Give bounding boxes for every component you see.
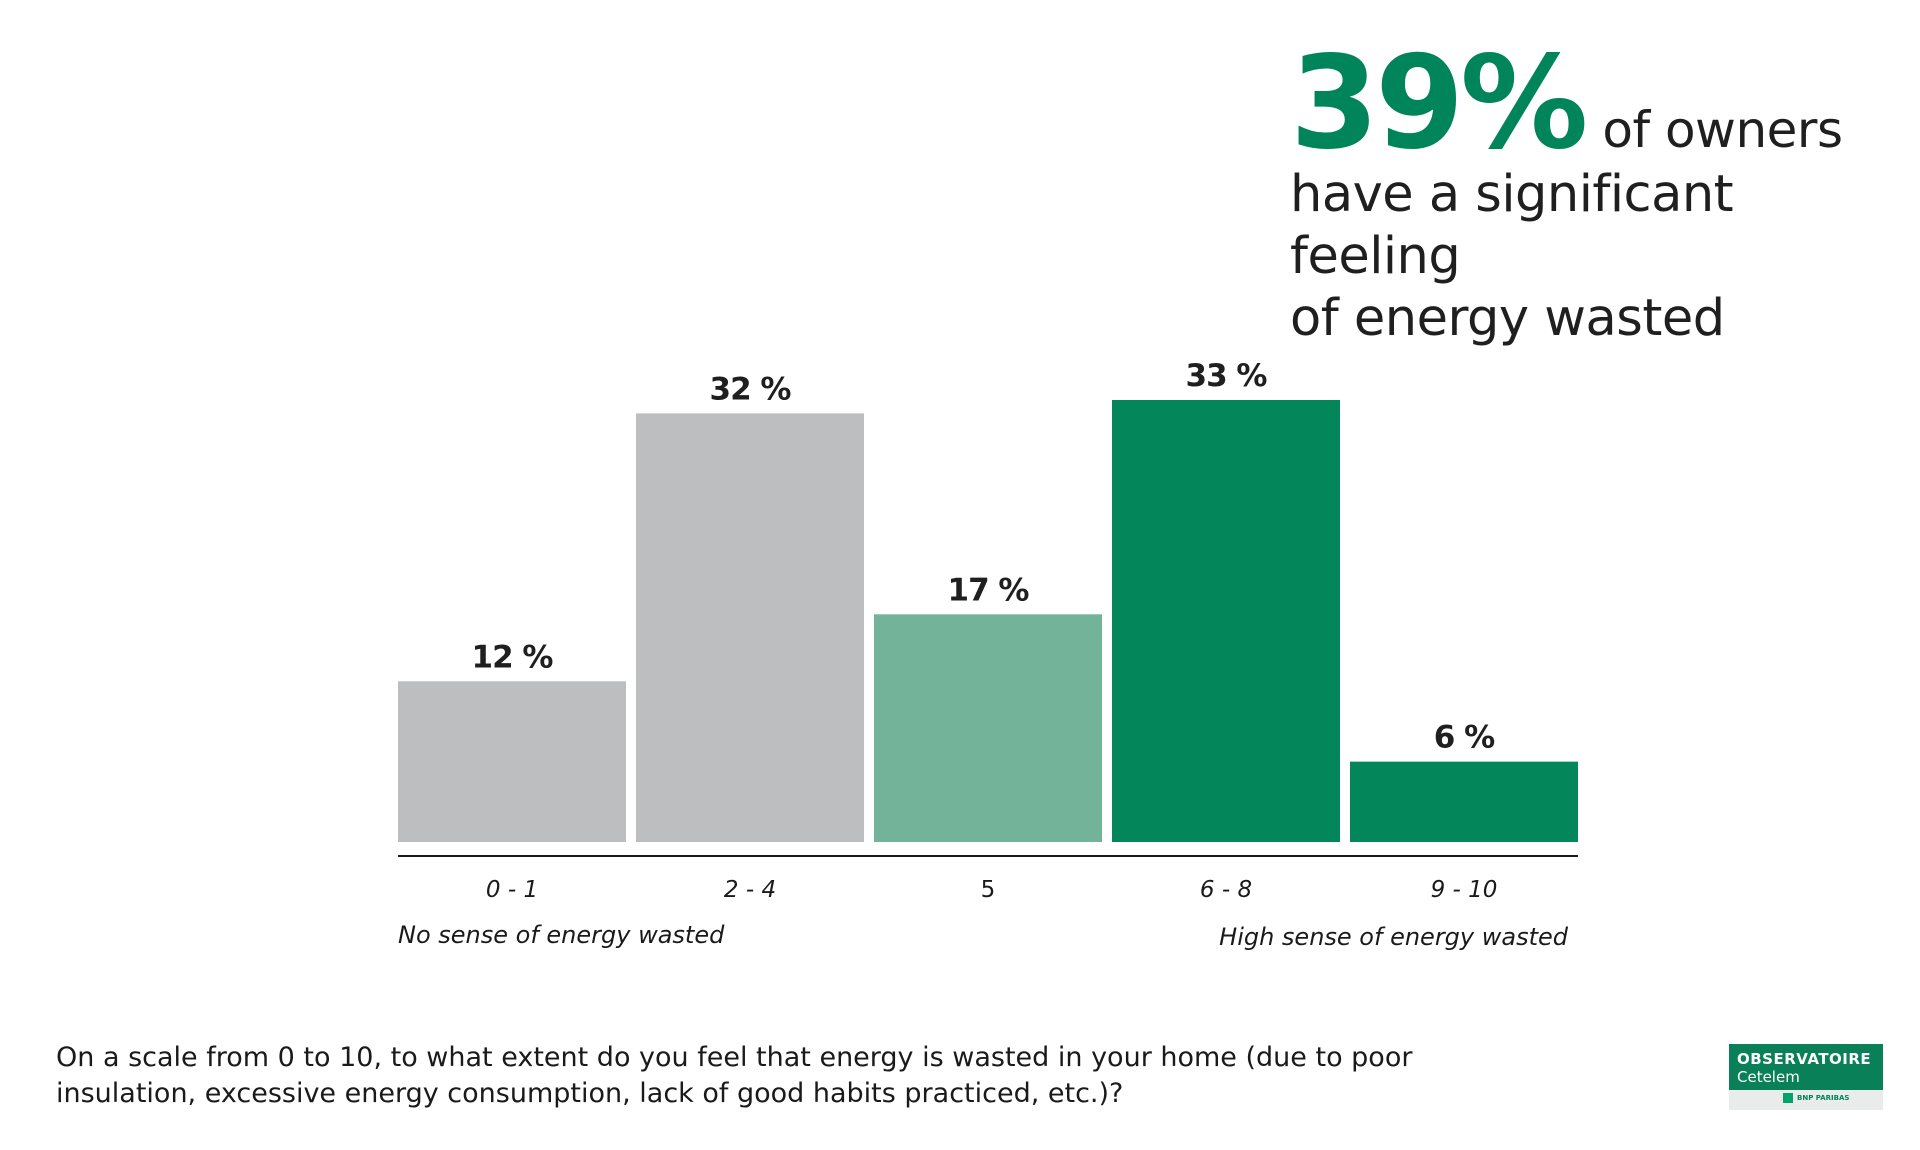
logo-line-2: Cetelem [1737, 1068, 1800, 1086]
bar-9-10 [1350, 761, 1578, 842]
bnp-star-icon [1783, 1093, 1793, 1103]
x-tick-label: 0 - 1 [486, 877, 538, 903]
x-tick-label: 6 - 8 [1200, 877, 1252, 903]
headline-percentage: 39% [1290, 29, 1588, 178]
headline-line-3: of energy wasted [1290, 289, 1725, 348]
headline-subject: of owners [1602, 101, 1843, 159]
bar-value-label: 33 % [1186, 358, 1268, 394]
bar-value-label: 6 % [1434, 720, 1495, 756]
bar-6-8 [1112, 400, 1340, 842]
bar-value-label: 32 % [710, 371, 792, 407]
x-tick-label: 9 - 10 [1431, 877, 1498, 903]
annotation-low: No sense of energy wasted [398, 921, 725, 949]
observatoire-cetelem-logo: OBSERVATOIRE Cetelem BNP PARIBAS [1729, 1044, 1883, 1110]
logo-partner-strip: BNP PARIBAS [1729, 1090, 1883, 1110]
x-tick-label: 2 - 4 [724, 877, 776, 903]
annotation-high: High sense of energy wasted [1219, 923, 1569, 951]
headline-line-2: have a significant feeling [1290, 165, 1734, 286]
bar-0-1 [398, 681, 626, 842]
bar-value-label: 12 % [472, 639, 554, 675]
logo-line-1: OBSERVATOIRE [1737, 1050, 1872, 1068]
survey-question: On a scale from 0 to 10, to what extent … [56, 1042, 1413, 1109]
logo-partner: BNP PARIBAS [1797, 1094, 1850, 1102]
bar-2-4 [636, 413, 864, 842]
x-tick-label: 5 [981, 877, 996, 903]
bar-value-label: 17 % [948, 572, 1030, 608]
headline: 39% of owners have a significant feeling … [1290, 40, 1890, 350]
bar-5 [874, 614, 1102, 842]
bar-chart: 12 % 0 - 1 32 % 2 - 4 17 % 5 33 % 6 - 8 6 % 9 - 1… [398, 358, 1578, 951]
